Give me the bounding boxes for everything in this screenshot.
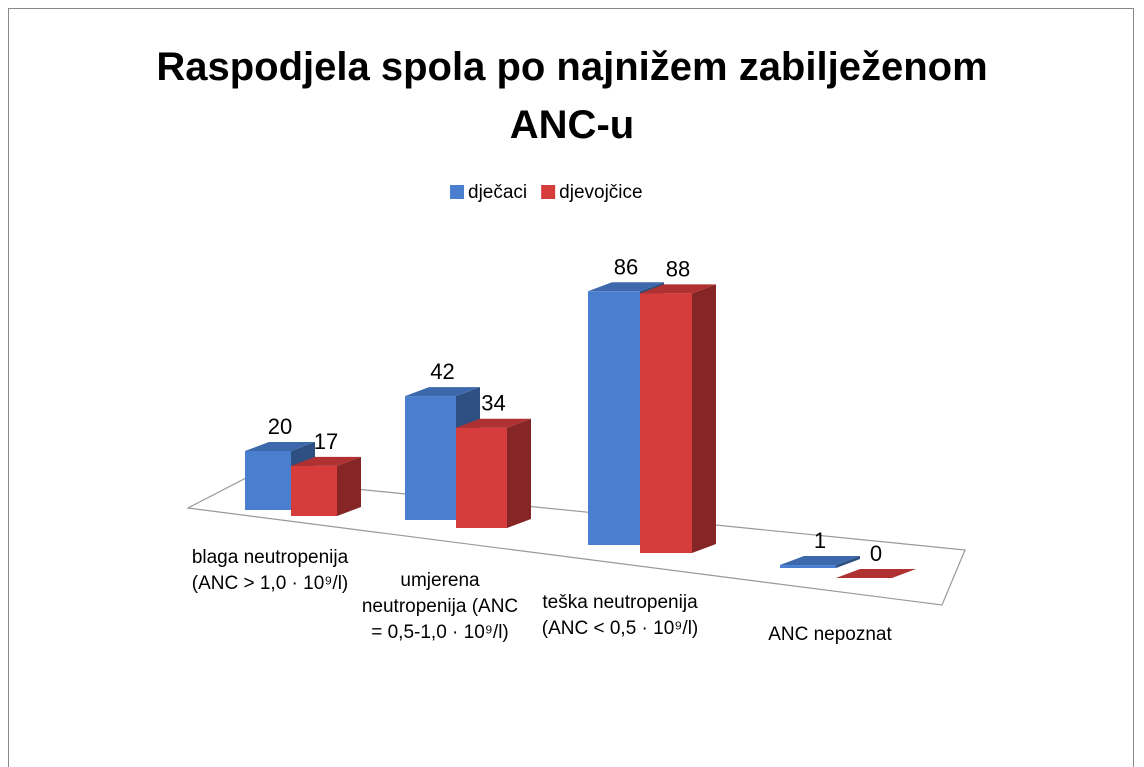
data-label: 34 [481,391,505,416]
x-tick-label: blaga neutropenija (ANC > 1,0 · 10⁹/l) [191,547,349,594]
bar-top [405,387,480,397]
bar-top [245,442,315,451]
bar-side [507,418,531,528]
bar [405,396,456,520]
data-label: 17 [314,429,338,454]
data-label: 42 [430,359,454,384]
bar-top [780,556,860,566]
legend-swatch [541,185,556,199]
bar-top [291,456,361,466]
bar [588,291,640,545]
bar [245,451,291,510]
bar [780,565,836,568]
bar [640,293,692,553]
bar-top [456,418,531,428]
data-label: 20 [268,414,292,439]
floor [186,477,966,606]
bar-top [836,569,916,578]
x-tick-label: ANC nepoznat [768,624,892,645]
chart-title: Raspodjela spola po najnižem zabilježeno… [156,45,988,147]
bar-top [640,284,716,294]
x-tick-label: teška neutropenija (ANC < 0,5 · 10⁹/l) [541,592,699,639]
data-label: 88 [666,256,690,281]
bar-side [692,284,716,553]
chart-frame [8,8,1134,767]
data-label: 1 [814,528,826,553]
bar-top [588,282,664,292]
bar [291,465,337,516]
data-label: 0 [870,541,882,566]
legend-swatch [450,185,464,199]
legend-label: djevojčice [559,182,642,203]
x-tick-label: umjerena neutropenija (ANC = 0,5-1,0 · 1… [361,570,519,643]
bar-side [836,556,860,568]
bar [456,427,507,528]
bar-side [337,456,361,516]
data-label: 86 [614,254,638,279]
legend-label: dječaci [468,182,527,203]
